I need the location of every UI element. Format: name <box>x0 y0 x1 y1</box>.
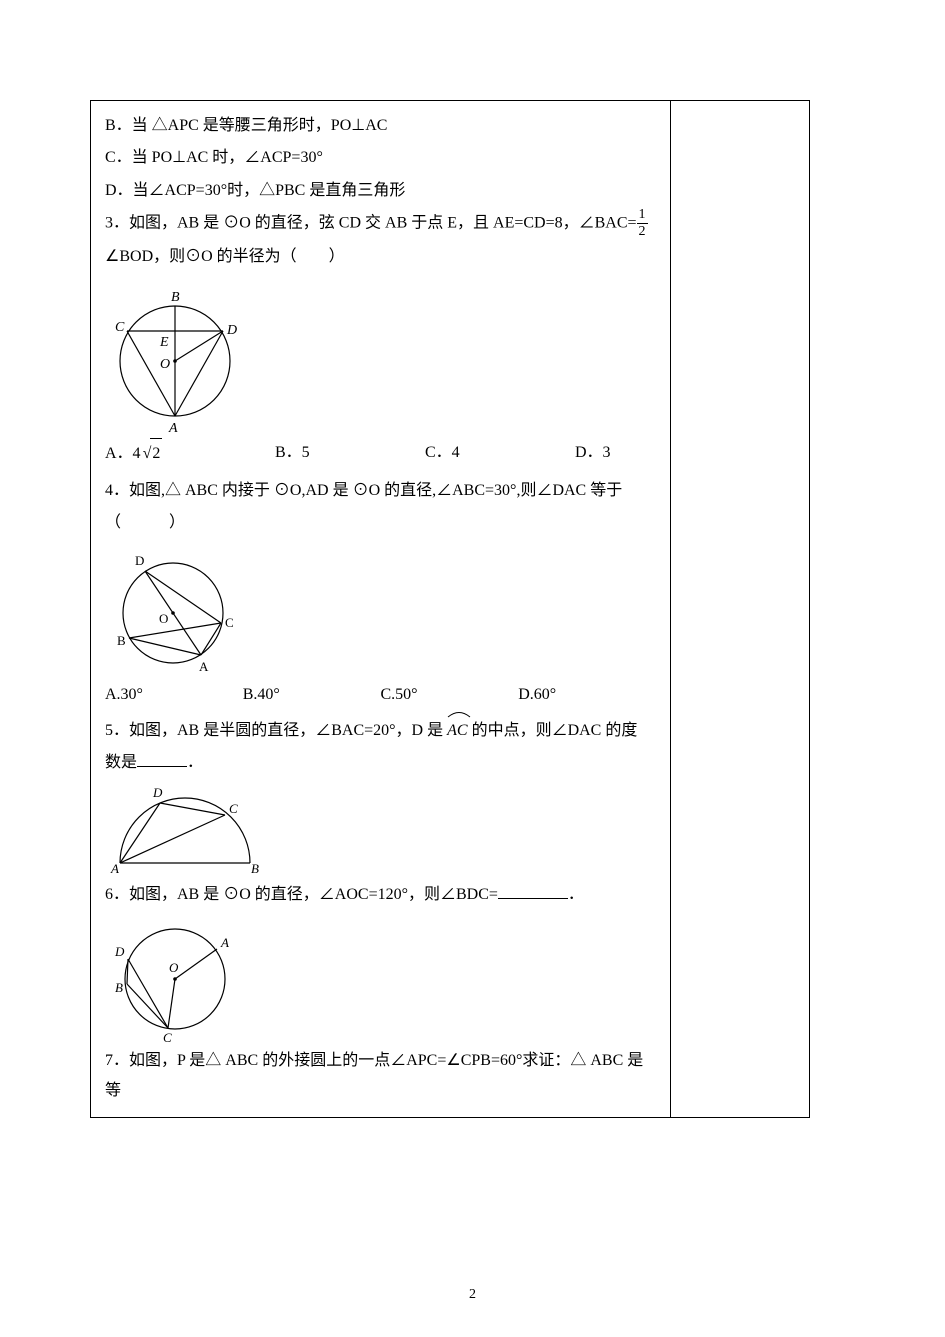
q3-option-a-prefix: A．4 <box>105 445 141 462</box>
frame-row: B．当 △APC 是等腰三角形时，PO⊥AC C．当 PO⊥AC 时，∠ACP=… <box>91 101 809 1117</box>
q3-options: A．42 B．5 C．4 D．3 <box>105 438 656 469</box>
q5-label-c: C <box>229 801 238 816</box>
q3-option-d: D．3 <box>575 438 655 469</box>
q6-blank <box>498 883 568 898</box>
q6-figure: A O D B C <box>105 914 656 1044</box>
q2-option-b: B．当 △APC 是等腰三角形时，PO⊥AC <box>105 111 656 141</box>
q3-figure: B C D E O A <box>105 276 656 436</box>
page-number: 2 <box>0 1282 945 1309</box>
q5-svg: A B C D <box>105 783 275 878</box>
page: B．当 △APC 是等腰三角形时，PO⊥AC C．当 PO⊥AC 时，∠ACP=… <box>0 0 945 1337</box>
q6-stem-post: ． <box>568 886 584 903</box>
q6-svg: A O D B C <box>105 914 245 1044</box>
q4-svg: D O C B A <box>105 543 245 678</box>
q5-figure: A B C D <box>105 783 656 878</box>
q4-figure: D O C B A <box>105 543 656 678</box>
q3-stem-1: 3．如图，AB 是 ⊙O 的直径，弦 CD 交 AB 于点 E，且 AE=CD=… <box>105 215 637 232</box>
q7-stem: 7．如图，P 是△ ABC 的外接圆上的一点∠APC=∠CPB=60°求证：△ … <box>105 1046 656 1107</box>
q6-label-o: O <box>169 960 179 975</box>
q5-stem2-post: ． <box>187 754 203 771</box>
q4-label-o: O <box>159 611 168 626</box>
q5-blank <box>137 752 187 767</box>
q4-option-d: D.60° <box>518 680 656 710</box>
q4-stem-line1: 4．如图,△ ABC 内接于 ⊙O,AD 是 ⊙O 的直径,∠ABC=30°,则… <box>105 476 656 506</box>
q5-label-b: B <box>251 861 259 876</box>
q4-label-c: C <box>225 615 234 630</box>
q5-stem-pre: 5．如图，AB 是半圆的直径，∠BAC=20°，D 是 <box>105 722 447 739</box>
q4-label-d: D <box>135 553 144 568</box>
q2-option-d: D．当∠ACP=30°时，△PBC 是直角三角形 <box>105 176 656 206</box>
content-frame: B．当 △APC 是等腰三角形时，PO⊥AC C．当 PO⊥AC 时，∠ACP=… <box>90 100 810 1118</box>
q5-label-d: D <box>152 785 163 800</box>
q5-label-a: A <box>110 861 119 876</box>
q3-label-e: E <box>159 335 169 350</box>
q5-stem-post: 的中点，则∠DAC 的度 <box>468 722 638 739</box>
q4-option-a: A.30° <box>105 680 243 710</box>
q6-label-d: D <box>114 944 125 959</box>
q6-stem-pre: 6．如图，AB 是 ⊙O 的直径，∠AOC=120°，则∠BDC= <box>105 886 498 903</box>
arc-label: AC <box>447 722 467 739</box>
q3-svg: B C D E O A <box>105 276 245 436</box>
q3-label-o: O <box>160 357 170 372</box>
fraction-one-half: 12 <box>637 207 648 239</box>
q4-option-c: C.50° <box>381 680 519 710</box>
q5-stem-line1: 5．如图，AB 是半圆的直径，∠BAC=20°，D 是 AC 的中点，则∠DAC… <box>105 716 656 746</box>
q4-options: A.30° B.40° C.50° D.60° <box>105 680 656 710</box>
q3-option-a: A．42 <box>105 438 275 469</box>
q4-label-a: A <box>199 659 209 674</box>
q6-label-a: A <box>220 935 229 950</box>
q3-stem-line1: 3．如图，AB 是 ⊙O 的直径，弦 CD 交 AB 于点 E，且 AE=CD=… <box>105 208 656 240</box>
content-cell: B．当 △APC 是等腰三角形时，PO⊥AC C．当 PO⊥AC 时，∠ACP=… <box>91 101 671 1117</box>
q6-label-b: B <box>115 980 123 995</box>
q5-stem2-pre: 数是 <box>105 754 137 771</box>
q3-label-b: B <box>171 290 180 305</box>
q4-stem-line2: （ ） <box>105 508 656 538</box>
sqrt-2: 2 <box>141 438 163 469</box>
q3-option-b: B．5 <box>275 438 425 469</box>
q3-label-d: D <box>226 323 237 338</box>
q4-option-b: B.40° <box>243 680 381 710</box>
q3-stem-line2: ∠BOD，则⊙O 的半径为（ ） <box>105 242 656 272</box>
arc-mark-icon <box>447 710 471 718</box>
q6-stem: 6．如图，AB 是 ⊙O 的直径，∠AOC=120°，则∠BDC= ． <box>105 880 656 910</box>
q3-label-c: C <box>115 320 125 335</box>
q2-option-c: C．当 PO⊥AC 时，∠ACP=30° <box>105 143 656 173</box>
q3-label-a: A <box>168 421 178 436</box>
q3-option-c: C．4 <box>425 438 575 469</box>
q5-stem-line2: 数是 ． <box>105 748 656 778</box>
q6-label-c: C <box>163 1030 172 1044</box>
arc-ac: AC <box>447 716 467 746</box>
q4-label-b: B <box>117 633 126 648</box>
margin-cell <box>671 101 809 1117</box>
